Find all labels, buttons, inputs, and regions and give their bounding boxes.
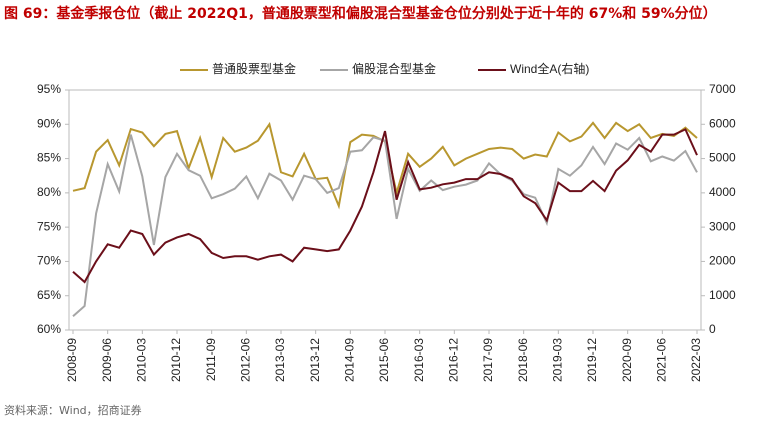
x-tick-label: 2016-12 xyxy=(447,338,461,382)
y2-tick-label: 1000 xyxy=(709,288,736,302)
y2-tick-label: 2000 xyxy=(709,254,736,268)
x-tick-label: 2015-06 xyxy=(377,338,391,382)
y-tick-label: 75% xyxy=(37,219,61,233)
chart: 60% 65% 70% 75% 80% 85% 90% 95% 0 1000 2000 3000 400… xyxy=(37,61,736,382)
x-tick-label: 2018-06 xyxy=(516,338,530,382)
x-tick-label: 2013-03 xyxy=(273,338,287,382)
x-tick-label: 2012-06 xyxy=(239,338,253,382)
y-tick-label: 60% xyxy=(37,322,61,336)
y-tick-label: 70% xyxy=(37,254,61,268)
y-tick-label: 90% xyxy=(37,116,61,130)
legend-label: 偏股混合型基金 xyxy=(352,61,436,76)
x-tick-label: 2010-12 xyxy=(169,338,183,382)
y2-tick-label: 4000 xyxy=(709,185,736,199)
y2-tick-label: 0 xyxy=(709,322,716,336)
legend-label: 普通股票型基金 xyxy=(212,61,296,76)
x-tick-label: 2022-03 xyxy=(689,338,703,382)
y2-tick-label: 5000 xyxy=(709,151,736,165)
chart-title: 图 69：基金季报仓位（截止 2022Q1，普通股票型和偏股混合型基金仓位分别处… xyxy=(4,6,717,22)
series-line xyxy=(72,128,698,284)
x-tick-label: 2009-06 xyxy=(100,338,114,382)
y2-tick-label: 7000 xyxy=(709,82,736,96)
x-tick-label: 2019-12 xyxy=(585,338,599,382)
x-tick-label: 2020-09 xyxy=(620,338,634,382)
series-line xyxy=(72,134,698,318)
y-tick-label: 65% xyxy=(37,288,61,302)
y-tick-label: 80% xyxy=(37,185,61,199)
y-tick-label: 85% xyxy=(37,151,61,165)
y2-tick-label: 6000 xyxy=(709,116,736,130)
y2-tick-label: 3000 xyxy=(709,219,736,233)
x-tick-label: 2019-03 xyxy=(551,338,565,382)
x-tick-label: 2010-03 xyxy=(135,338,149,382)
x-tick-label: 2013-12 xyxy=(308,338,322,382)
x-tick-label: 2021-06 xyxy=(655,338,669,382)
y-tick-label: 95% xyxy=(37,82,61,96)
x-tick-label: 2008-09 xyxy=(65,338,79,382)
source: 资料来源：Wind，招商证券 xyxy=(4,404,142,417)
x-tick-label: 2017-09 xyxy=(481,338,495,382)
legend-label: Wind全A(右轴) xyxy=(510,61,589,76)
x-tick-label: 2016-03 xyxy=(412,338,426,382)
x-tick-label: 2014-09 xyxy=(343,338,357,382)
x-tick-label: 2011-09 xyxy=(204,338,218,381)
